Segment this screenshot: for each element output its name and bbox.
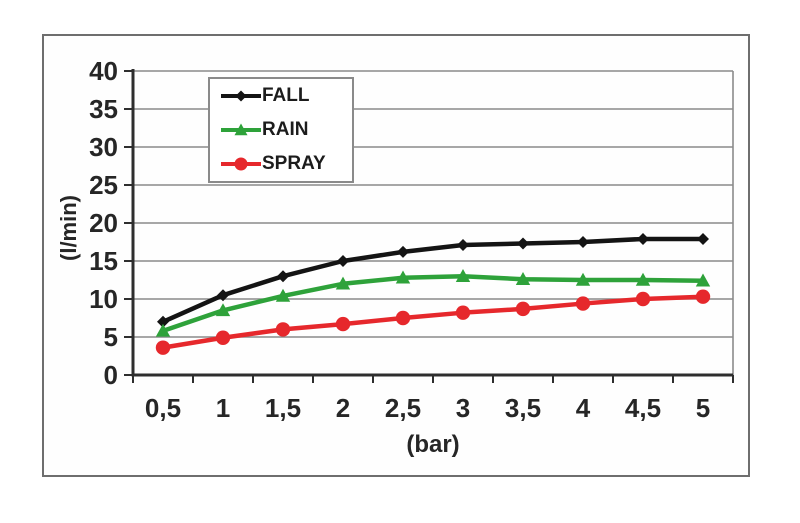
rain-marker-triangle-icon <box>635 272 651 286</box>
x-tick-label: 4 <box>576 393 591 423</box>
series-fall <box>157 232 709 328</box>
x-tick-label: 4,5 <box>625 393 661 423</box>
x-axis-title: (bar) <box>406 431 460 458</box>
fall-marker-diamond-icon <box>697 232 709 245</box>
x-tick-label: 2 <box>336 393 350 423</box>
spray-marker-circle-icon <box>395 310 411 326</box>
spray-marker-circle-icon <box>155 340 171 355</box>
legend: FALL RAIN SPRAY <box>208 77 354 183</box>
spray-marker-circle-icon <box>215 330 231 345</box>
rain-marker-triangle-icon <box>395 270 411 284</box>
fall-marker-diamond-icon <box>397 245 409 258</box>
rain-marker-triangle-icon <box>335 276 351 290</box>
spray-marker-circle-icon <box>455 305 471 320</box>
x-tick-label: 2,5 <box>385 393 421 423</box>
fall-line <box>160 236 706 325</box>
y-axis-title: (l/min) <box>56 195 81 261</box>
spray-line <box>160 294 706 350</box>
spray-marker-circle-icon <box>695 289 711 304</box>
legend-item-fall: FALL <box>210 79 352 113</box>
fall-marker-diamond-icon <box>517 237 529 250</box>
legend-item-rain: RAIN <box>210 113 352 147</box>
y-tick-label: 15 <box>89 246 118 276</box>
y-tick-label: 20 <box>89 208 118 238</box>
rain-marker-triangle-icon <box>155 323 171 337</box>
fall-marker-diamond-icon <box>157 315 169 328</box>
legend-fall-diamond-icon <box>221 90 261 102</box>
axes <box>131 69 733 377</box>
rain-marker-triangle-icon <box>215 303 231 317</box>
rain-marker-triangle-icon <box>455 269 471 282</box>
legend-label-fall: FALL <box>262 85 310 106</box>
fall-marker-diamond-icon <box>577 236 589 248</box>
chart-frame <box>42 34 750 477</box>
y-tick-label: 10 <box>89 284 118 314</box>
legend-label-spray: SPRAY <box>262 153 326 174</box>
y-tick-label: 5 <box>104 322 118 352</box>
legend-label-rain: RAIN <box>262 119 309 140</box>
y-tick-labels: 0 5 10 15 20 25 30 35 40 <box>89 56 118 390</box>
x-tick-label: 1 <box>216 393 230 423</box>
spray-marker-circle-icon <box>515 301 531 317</box>
y-tick-label: 30 <box>89 132 118 162</box>
y-tick-label: 35 <box>89 94 118 124</box>
series-rain <box>155 269 711 337</box>
legend-spray-circle-icon <box>221 157 261 171</box>
rain-marker-triangle-icon <box>515 272 531 285</box>
legend-item-spray: SPRAY <box>210 147 352 181</box>
x-tick-label: 1,5 <box>265 393 301 423</box>
spray-marker-circle-icon <box>335 316 351 332</box>
rain-marker-triangle-icon <box>695 273 711 287</box>
fall-marker-diamond-icon <box>337 255 349 267</box>
fall-marker-diamond-icon <box>637 232 649 245</box>
legend-rain-triangle-icon <box>221 123 261 136</box>
x-tick-label: 3,5 <box>505 393 541 423</box>
spray-marker-circle-icon <box>275 322 291 337</box>
rain-line <box>160 273 706 334</box>
y-tick-label: 25 <box>89 170 118 200</box>
legend-marker-circle-icon <box>234 157 248 171</box>
y-tick-label: 40 <box>89 56 118 86</box>
rain-marker-triangle-icon <box>275 288 291 302</box>
rain-marker-triangle-icon <box>575 272 591 286</box>
legend-marker-triangle-icon <box>234 123 248 136</box>
fall-marker-diamond-icon <box>277 270 289 283</box>
series-spray <box>155 289 711 355</box>
x-tick-labels: 0,5 1 1,5 2 2,5 3 3,5 4 4,5 5 <box>145 393 710 423</box>
y-tick-label: 0 <box>104 360 118 390</box>
x-tick-label: 0,5 <box>145 393 181 423</box>
spray-marker-circle-icon <box>575 296 591 311</box>
fall-marker-diamond-icon <box>457 239 469 252</box>
legend-marker-diamond-icon <box>235 90 247 102</box>
x-tick-label: 5 <box>696 393 710 423</box>
x-tick-label: 3 <box>456 393 470 423</box>
spray-marker-circle-icon <box>635 291 651 307</box>
fall-marker-diamond-icon <box>217 289 229 302</box>
